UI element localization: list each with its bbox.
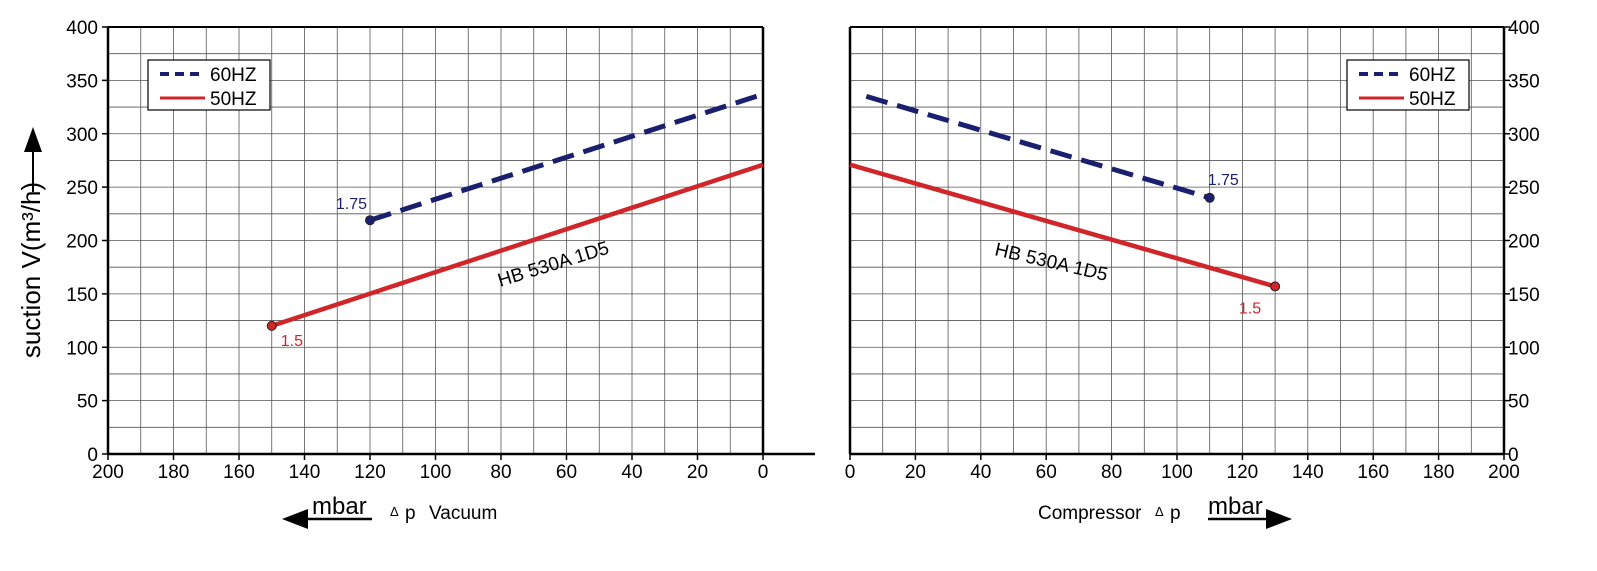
- panel-compressor-x-tick-label: 180: [1423, 462, 1455, 483]
- panel-compressor-y-tick-label: 400: [1508, 18, 1540, 39]
- panel-vacuum-x-tick-label: 120: [354, 462, 386, 483]
- panel-compressor-legend-box: [1346, 59, 1470, 111]
- panel-compressor-x-tick-label: 120: [1227, 462, 1259, 483]
- panel-compressor-x-axis-title: Compressor: [1038, 503, 1142, 524]
- panel-compressor-series-50hz-end-label: 1.5: [1239, 300, 1261, 317]
- panel-vacuum-x-tick-label: 20: [687, 462, 708, 483]
- panel-compressor-y-tick-label: 200: [1508, 232, 1540, 253]
- panel-compressor-y-tick-label: 50: [1508, 392, 1529, 413]
- panel-vacuum-series-50hz-end-label: 1.5: [281, 333, 303, 350]
- panel-vacuum-x-tick-label: 140: [289, 462, 321, 483]
- panel-compressor-x-arrow-head: [1266, 509, 1292, 529]
- panel-vacuum-y-tick-label: 150: [66, 285, 98, 306]
- panel-compressor-x-tick-label: 100: [1161, 462, 1193, 483]
- panel-compressor-x-tick-label: 200: [1488, 462, 1520, 483]
- panel-vacuum-series-60hz-end-label: 1.75: [336, 196, 367, 213]
- panel-compressor-y-tick-label: 300: [1508, 125, 1540, 146]
- panel-vacuum-y-tick-label: 350: [66, 71, 98, 92]
- panel-vacuum-legend-label-60hz: 60HZ: [210, 65, 257, 86]
- y-axis-arrow-head: [24, 127, 42, 152]
- panel-compressor-y-tick-label: 350: [1508, 71, 1540, 92]
- panel-vacuum-y-tick-label: 50: [77, 392, 98, 413]
- panel-vacuum-x-tick-label: 100: [420, 462, 452, 483]
- panel-compressor-legend-label-60hz: 60HZ: [1409, 65, 1456, 86]
- panel-compressor-y-tick-label: 0: [1508, 445, 1519, 466]
- panel-compressor-x-tick-label: 80: [1101, 462, 1122, 483]
- panel-compressor-x-tick-label: 0: [845, 462, 856, 483]
- panel-compressor-x-tick-label: 20: [905, 462, 926, 483]
- panel-vacuum-y-tick-label: 300: [66, 125, 98, 146]
- panel-vacuum-series-60hz-endpoint: [365, 215, 375, 226]
- panel-compressor-y-tick-label: 250: [1508, 178, 1540, 199]
- panel-vacuum-unit-label: mbar: [312, 493, 367, 520]
- panel-vacuum-x-tick-label: 180: [158, 462, 190, 483]
- panel-compressor-x-tick-label: 60: [1036, 462, 1057, 483]
- panel-vacuum-legend-label-50hz: 50HZ: [210, 89, 257, 110]
- panel-compressor-series-60hz-endpoint: [1204, 192, 1215, 203]
- panel-vacuum-y-tick-label: 250: [66, 178, 98, 199]
- panel-vacuum-x-tick-label: 200: [92, 462, 124, 483]
- panel-vacuum-delta-symbol: Δ: [390, 504, 399, 519]
- panel-vacuum-x-tick-label: 160: [223, 462, 255, 483]
- panel-compressor-y-tick-label: 150: [1508, 285, 1540, 306]
- panel-vacuum-series-60hz-line: [369, 91, 764, 223]
- panel-compressor-series-60hz-line: [865, 93, 1211, 201]
- panel-vacuum-x-tick-label: 40: [621, 462, 642, 483]
- panel-vacuum-series-50hz-line: [271, 162, 764, 329]
- panel-compressor-series-50hz-line: [849, 162, 1276, 289]
- panel-vacuum-series-50hz-endpoint: [266, 320, 277, 331]
- panel-compressor-x-tick-label: 140: [1292, 462, 1324, 483]
- panel-vacuum-y-tick-label: 400: [66, 18, 98, 39]
- panel-vacuum-x-arrow-head: [282, 509, 308, 529]
- panel-vacuum-legend-box: [147, 59, 271, 111]
- panel-vacuum-x-tick-label: 80: [490, 462, 511, 483]
- panel-vacuum-y-tick-label: 200: [66, 232, 98, 253]
- panel-compressor-delta-p: p: [1170, 503, 1181, 524]
- panel-vacuum-y-tick-label: 100: [66, 338, 98, 359]
- panel-compressor-x-tick-label: 160: [1357, 462, 1389, 483]
- y-axis-label: suction V(m³/h): [16, 182, 46, 358]
- panel-compressor-series-60hz-end-label: 1.75: [1208, 172, 1239, 189]
- panel-vacuum-x-tick-label: 60: [556, 462, 577, 483]
- panel-vacuum-x-tick-label: 0: [758, 462, 769, 483]
- panel-compressor-legend-label-50hz: 50HZ: [1409, 89, 1456, 110]
- panel-compressor-series-50hz-endpoint: [1270, 281, 1281, 292]
- panel-compressor-unit-label: mbar: [1208, 493, 1263, 520]
- panel-vacuum-delta-p: p: [405, 503, 416, 524]
- panel-vacuum-y-tick-label: 0: [87, 445, 98, 466]
- panel-compressor-x-tick-label: 40: [970, 462, 991, 483]
- panel-compressor-delta-symbol: Δ: [1155, 504, 1164, 519]
- panel-vacuum-x-axis-title: Vacuum: [429, 503, 497, 524]
- panel-compressor-model-label: HB 530A 1D5: [993, 239, 1110, 285]
- panel-compressor-y-tick-label: 100: [1508, 338, 1540, 359]
